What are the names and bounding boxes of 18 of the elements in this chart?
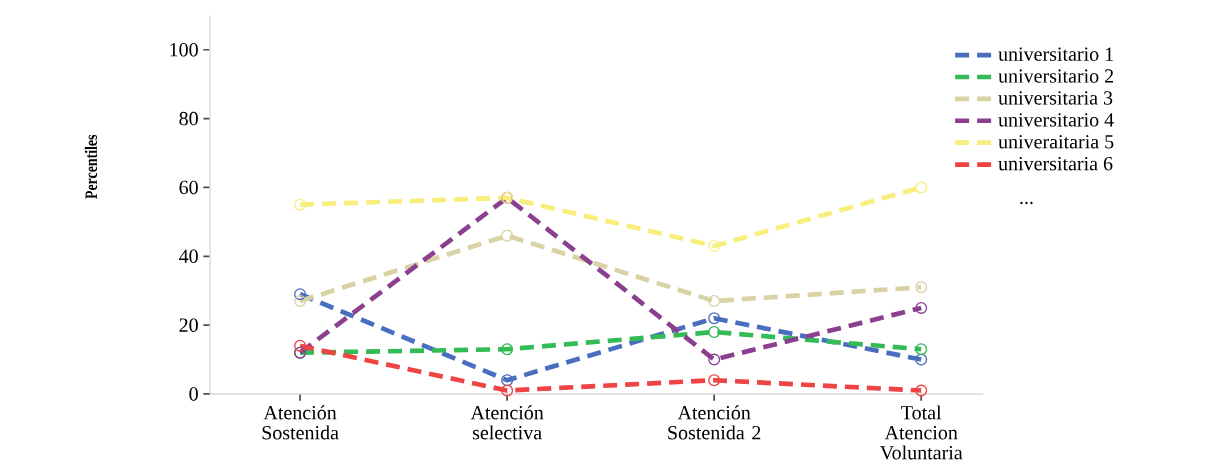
legend-label: universitario 1 <box>998 47 1113 61</box>
legend-label: universitaria 6 <box>998 156 1113 171</box>
y-tick-label: 0 <box>189 387 198 401</box>
y-axis-title: Percentiles <box>84 134 98 199</box>
text: ... <box>1020 201 1033 205</box>
legend-label: univeraitaria 5 <box>998 135 1114 149</box>
x-tick-label: Total Atencion Voluntaria <box>879 405 963 460</box>
y-tick-label: 40 <box>179 249 198 264</box>
legend-label: universitario 2 <box>998 69 1114 83</box>
y-tick-label: 80 <box>179 111 198 126</box>
x-tick-label: Atención selectiva <box>470 405 544 440</box>
y-tick-label: 20 <box>179 318 198 332</box>
x-tick-label: Atención Sostenida 2 <box>668 405 761 440</box>
legend-label: universitaria 3 <box>998 91 1113 105</box>
legend-label: universitario 4 <box>998 113 1114 127</box>
y-tick-label: 60 <box>179 180 198 195</box>
x-tick-label: Atención Sostenida <box>262 405 339 440</box>
y-tick-label: 100 <box>170 43 198 57</box>
